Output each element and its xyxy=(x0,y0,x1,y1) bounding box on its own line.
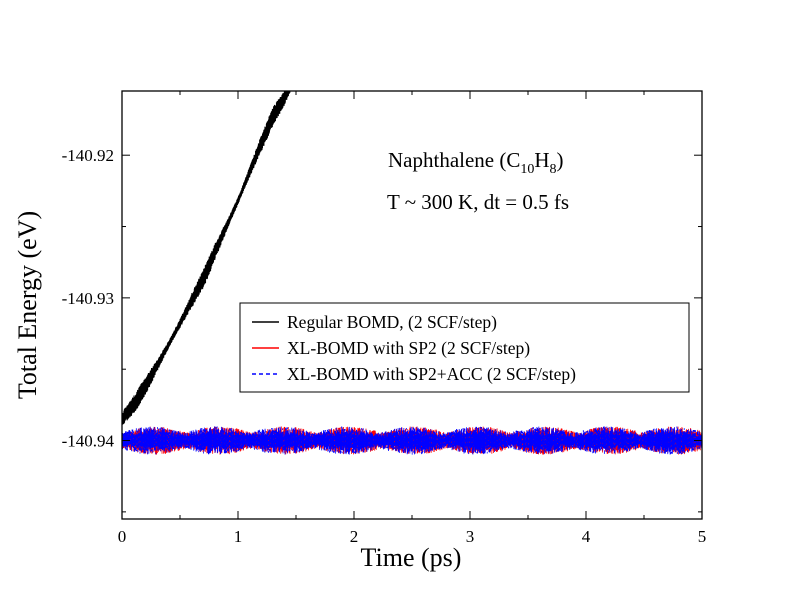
x-tick-label: 4 xyxy=(582,527,591,546)
legend: Regular BOMD, (2 SCF/step) XL-BOMD with … xyxy=(239,302,690,393)
x-axis-title: Time (ps) xyxy=(361,543,462,572)
x-tick-label: 0 xyxy=(118,527,127,546)
series-layer xyxy=(122,91,702,455)
y-tick-label: -140.92 xyxy=(62,146,114,165)
y-tick-label: -140.93 xyxy=(62,289,114,308)
series-line-2 xyxy=(122,426,702,455)
y-axis-title: Total Energy (eV) xyxy=(13,211,42,399)
legend-label-xl-bomd-sp2-acc: XL-BOMD with SP2+ACC (2 SCF/step) xyxy=(287,364,576,384)
legend-label-xl-bomd-sp2: XL-BOMD with SP2 (2 SCF/step) xyxy=(287,338,530,358)
axes-layer: 0 1 2 3 4 5 -140.94 -140.93 -140.92 xyxy=(62,91,707,546)
y-tick-label: -140.94 xyxy=(62,432,115,451)
legend-box xyxy=(239,302,690,393)
annotation-conditions: T ~ 300 K, dt = 0.5 fs xyxy=(387,190,569,214)
x-tick-label: 1 xyxy=(234,527,243,546)
annotation-molecule: Naphthalene (C10H8) xyxy=(388,148,564,177)
x-tick-label: 2 xyxy=(350,527,359,546)
series-line-0 xyxy=(122,91,291,425)
legend-label-regular-bomd: Regular BOMD, (2 SCF/step) xyxy=(287,312,497,332)
x-tick-label: 5 xyxy=(698,527,707,546)
x-tick-label: 3 xyxy=(466,527,475,546)
